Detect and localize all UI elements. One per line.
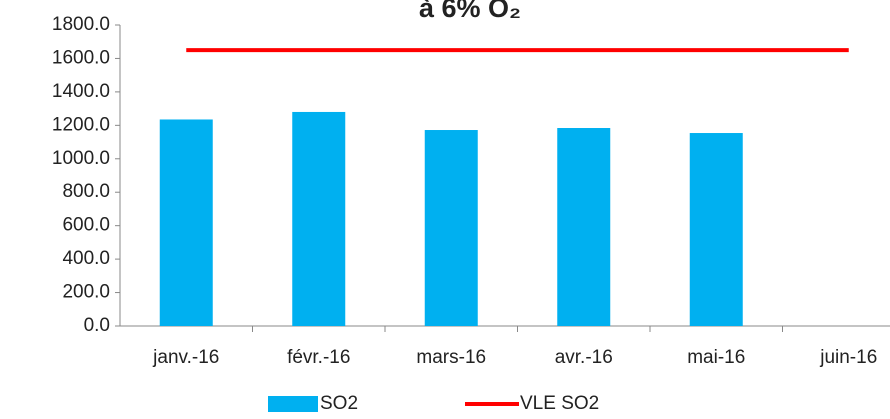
y-tick-label: 1400.0 [52, 81, 110, 102]
y-tick-label: 200.0 [62, 282, 110, 303]
y-tick-label: 1600.0 [52, 47, 110, 68]
y-tick-label: 800.0 [62, 181, 110, 202]
bar [292, 111, 346, 326]
x-tick-label: mai-16 [687, 347, 745, 368]
y-tick-label: 1800.0 [52, 14, 110, 35]
x-tick-label: mars-16 [416, 347, 486, 368]
chart-title: à 6% O₂ [419, 0, 521, 23]
x-tick-label: juin-16 [819, 347, 877, 368]
y-tick-label: 600.0 [62, 215, 110, 236]
x-tick-label: avr.-16 [555, 347, 613, 368]
bar [557, 128, 611, 326]
y-tick-label: 1000.0 [52, 148, 110, 169]
y-tick-label: 1200.0 [52, 114, 110, 135]
bar [689, 133, 743, 326]
y-tick-label: 400.0 [62, 248, 110, 269]
bar [424, 130, 478, 326]
bar [159, 119, 213, 326]
legend-label: SO2 [320, 393, 358, 414]
x-tick-label: janv.-16 [152, 347, 219, 368]
y-tick-label: 0.0 [84, 315, 110, 336]
x-tick-label: févr.-16 [287, 347, 350, 368]
legend-swatch [268, 396, 318, 412]
legend-label: VLE SO2 [520, 393, 599, 414]
